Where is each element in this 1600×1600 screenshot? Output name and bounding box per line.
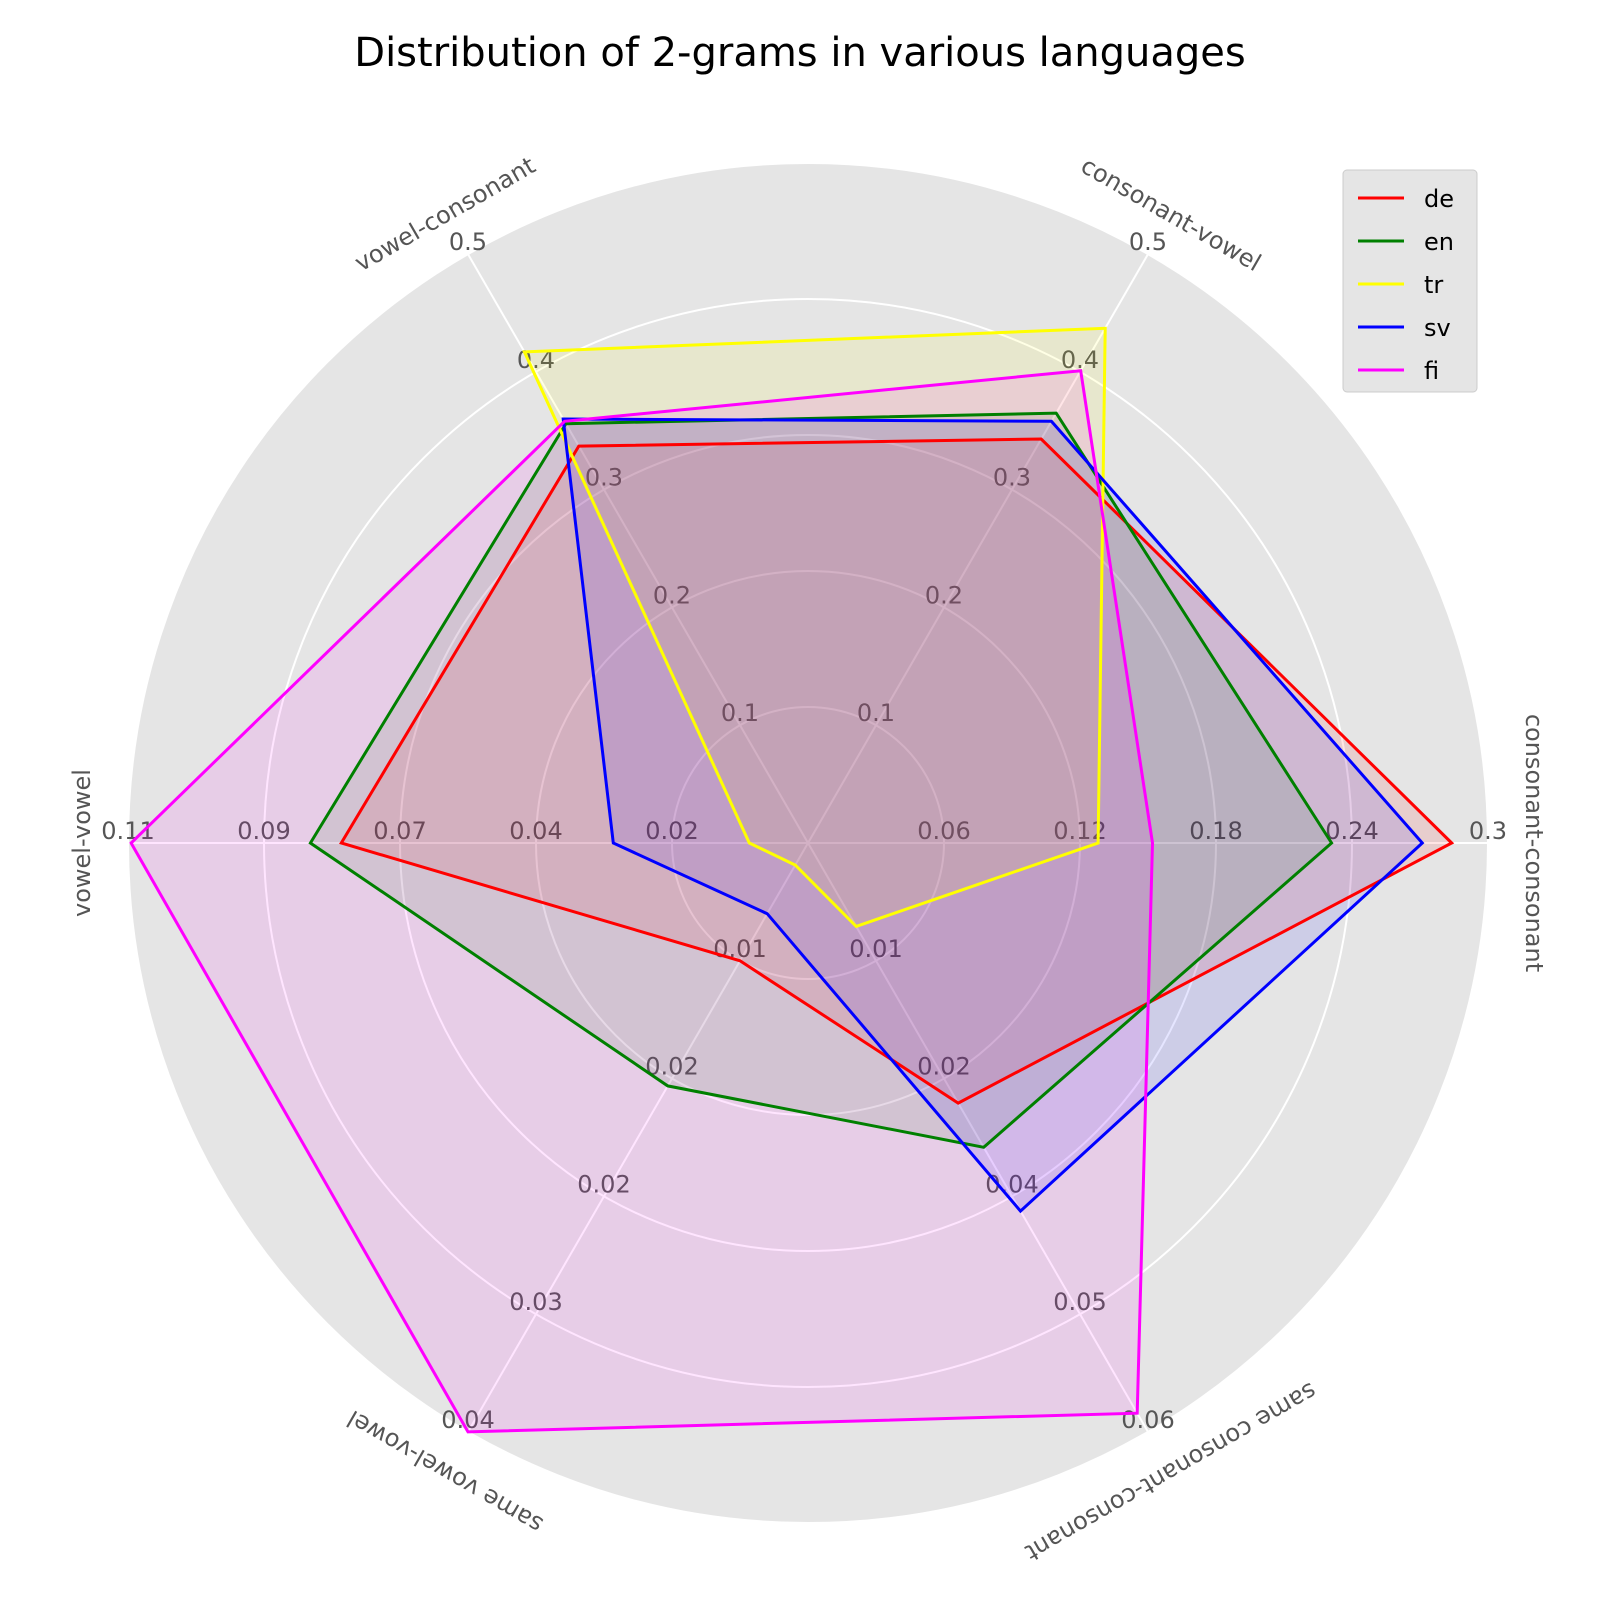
series-fill-fi xyxy=(131,370,1153,1432)
tick-label: 0.02 xyxy=(577,1170,630,1198)
tick-labels: 0.06 0.12 0.18 0.24 0.30.10.20.30.40.50.10.2… xyxy=(101,228,1507,1434)
tick-label: 0.04 xyxy=(509,817,562,845)
series-fill-en xyxy=(310,413,1332,1148)
series-line-de xyxy=(339,437,1455,1105)
series-fill-sv xyxy=(563,419,1423,1212)
tick-label: 0.02 xyxy=(917,1053,970,1081)
legend-label-fi: fi xyxy=(1424,357,1439,385)
series-fill-de xyxy=(341,439,1452,1104)
tick-label: 0.04 xyxy=(985,1170,1038,1198)
axis-spoke xyxy=(807,842,1149,1433)
tick-label: 0.1 xyxy=(721,699,759,727)
tick-label: 0.01 xyxy=(713,935,766,963)
tick-label: 0.03 xyxy=(509,1288,562,1316)
tick-label: 0.06 xyxy=(917,817,970,845)
tick-label: 0.05 xyxy=(1053,1288,1106,1316)
series-line-en xyxy=(308,411,1334,1149)
tick-label: 0.11 xyxy=(101,817,154,845)
tick-label: 0.1 xyxy=(857,699,895,727)
axis-label: vowel-vowel xyxy=(68,769,96,917)
tick-label: 0.2 xyxy=(653,581,691,609)
chart-title: Distribution of 2-grams in various langu… xyxy=(354,30,1245,76)
tick-label: 0.09 xyxy=(237,817,290,845)
tick-label: 0.3 xyxy=(1469,817,1507,845)
legend: de en tr sv fi xyxy=(1342,169,1478,393)
axis-spoke xyxy=(807,253,1149,844)
tick-label: 0.07 xyxy=(373,817,426,845)
tick-label: 0.01 xyxy=(849,935,902,963)
axis-label: consonant-consonant xyxy=(1520,714,1548,972)
legend-label-en: en xyxy=(1424,228,1454,256)
series-fill-tr xyxy=(524,328,1106,927)
tick-label: 0.5 xyxy=(1129,228,1167,256)
tick-label: 0.4 xyxy=(1061,346,1099,374)
legend-label-de: de xyxy=(1424,185,1454,213)
tick-label: 0.06 xyxy=(1121,1406,1174,1434)
tick-label: 0.18 xyxy=(1189,817,1242,845)
tick-label: 0.2 xyxy=(925,581,963,609)
axis-spoke xyxy=(467,842,809,1433)
series-line-tr xyxy=(522,326,1107,929)
series-line-sv xyxy=(561,417,1425,1214)
legend-label-sv: sv xyxy=(1424,314,1451,342)
legend-label-tr: tr xyxy=(1424,271,1443,299)
tick-label: 0.24 xyxy=(1325,817,1378,845)
tick-label: 0.3 xyxy=(585,464,623,492)
tick-label: 0.5 xyxy=(449,228,487,256)
tick-label: 0.3 xyxy=(993,464,1031,492)
tick-label: 0.02 xyxy=(645,817,698,845)
series-line-fi xyxy=(129,369,1155,1434)
legend-box xyxy=(1342,169,1478,393)
series xyxy=(129,326,1455,1434)
